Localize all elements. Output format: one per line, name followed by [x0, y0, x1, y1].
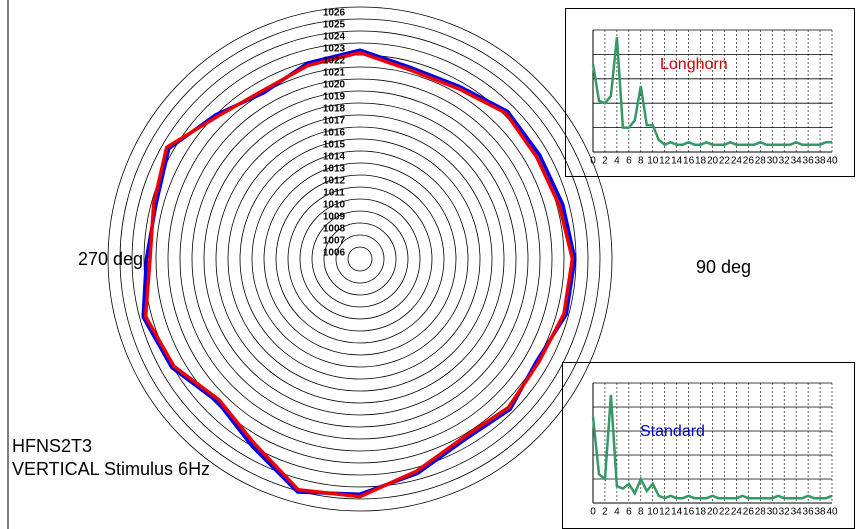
- ring-label: 1014: [323, 152, 346, 163]
- x-tick-label: 38: [814, 507, 826, 518]
- ring: [347, 246, 373, 272]
- ring: [131, 30, 589, 488]
- ring: [227, 126, 493, 392]
- x-tick-label: 32: [779, 507, 791, 518]
- x-tick-label: 0: [590, 156, 596, 167]
- ring-label: 1020: [323, 80, 346, 91]
- ring-label: 1009: [323, 212, 346, 223]
- x-tick-label: 40: [826, 156, 838, 167]
- ring-label: 1016: [323, 128, 346, 139]
- ring-label: 1018: [323, 104, 346, 115]
- x-tick-label: 2: [602, 156, 608, 167]
- x-tick-label: 2: [602, 507, 608, 518]
- ring-label: 1008: [323, 224, 346, 235]
- x-tick-label: 8: [638, 507, 644, 518]
- ring: [263, 162, 457, 356]
- ring-label: 1007: [323, 236, 346, 247]
- ring: [107, 6, 613, 512]
- x-tick-label: 26: [743, 156, 755, 167]
- ring-label: 1013: [323, 164, 346, 175]
- x-tick-label: 10: [647, 507, 659, 518]
- spectrum-line: [591, 37, 832, 147]
- ring: [239, 138, 481, 380]
- ring: [299, 198, 421, 320]
- x-tick-label: 30: [767, 156, 779, 167]
- x-tick-label: 16: [683, 156, 695, 167]
- x-tick-label: 6: [626, 156, 632, 167]
- x-tick-label: 38: [814, 156, 826, 167]
- ring-label: 1006: [323, 248, 346, 259]
- ring-label: 1019: [323, 92, 346, 103]
- series-line: [141, 48, 577, 496]
- x-tick-label: 32: [779, 156, 791, 167]
- spectrum-line: [591, 394, 833, 500]
- x-tick-label: 18: [695, 507, 707, 518]
- x-tick-label: 4: [614, 507, 620, 518]
- x-tick-label: 28: [755, 507, 767, 518]
- ring: [119, 18, 601, 500]
- x-tick-label: 0: [590, 507, 596, 518]
- x-tick-label: 24: [731, 156, 743, 167]
- ring-label: 1010: [323, 200, 346, 211]
- x-tick-label: 6: [626, 507, 632, 518]
- ring-label: 1022: [323, 56, 346, 67]
- ring: [179, 78, 541, 440]
- annotation: 270 deg: [78, 249, 143, 269]
- ring: [155, 54, 565, 464]
- ring-label: 1015: [323, 140, 346, 151]
- ring: [275, 174, 445, 344]
- x-tick-label: 40: [826, 507, 838, 518]
- ring: [167, 66, 553, 452]
- upper-panel: [565, 8, 855, 177]
- x-tick-label: 16: [683, 507, 695, 518]
- annotation: 90 deg: [696, 257, 751, 277]
- x-tick-label: 14: [671, 507, 683, 518]
- ring: [215, 114, 505, 404]
- ring-label: 1021: [323, 68, 346, 79]
- ring-label: 1023: [323, 44, 346, 55]
- ring-label: 1011: [323, 188, 345, 199]
- x-tick-label: 18: [695, 156, 707, 167]
- title-line: HFNS2T3: [12, 436, 92, 456]
- x-tick-label: 20: [707, 156, 719, 167]
- x-tick-label: 12: [659, 156, 671, 167]
- ring: [335, 234, 385, 284]
- ring-label: 1025: [323, 20, 346, 31]
- chart-title: Longhorn: [660, 56, 728, 73]
- x-tick-label: 28: [755, 156, 767, 167]
- ring: [203, 102, 517, 416]
- x-tick-label: 36: [803, 156, 815, 167]
- ring: [323, 222, 397, 296]
- series-line: [143, 50, 575, 499]
- x-tick-label: 30: [767, 507, 779, 518]
- ring: [251, 150, 469, 368]
- ring-label: 1017: [323, 116, 346, 127]
- x-tick-label: 4: [614, 156, 620, 167]
- x-tick-label: 12: [659, 507, 671, 518]
- ring-label: 1024: [323, 32, 346, 43]
- ring-label: 1026: [323, 8, 346, 19]
- x-tick-label: 10: [647, 156, 659, 167]
- x-tick-label: 22: [719, 156, 731, 167]
- x-tick-label: 36: [803, 507, 815, 518]
- x-tick-label: 34: [791, 507, 803, 518]
- title-line: VERTICAL Stimulus 6Hz: [12, 459, 210, 479]
- x-tick-label: 24: [731, 507, 743, 518]
- x-tick-label: 8: [638, 156, 644, 167]
- ring: [191, 90, 529, 428]
- x-tick-label: 20: [707, 507, 719, 518]
- x-tick-label: 34: [791, 156, 803, 167]
- x-tick-label: 26: [743, 507, 755, 518]
- ring-label: 1012: [323, 176, 346, 187]
- x-tick-label: 22: [719, 507, 731, 518]
- x-tick-label: 14: [671, 156, 683, 167]
- ring: [311, 210, 409, 308]
- ring: [287, 186, 433, 332]
- chart-title: Standard: [640, 423, 705, 440]
